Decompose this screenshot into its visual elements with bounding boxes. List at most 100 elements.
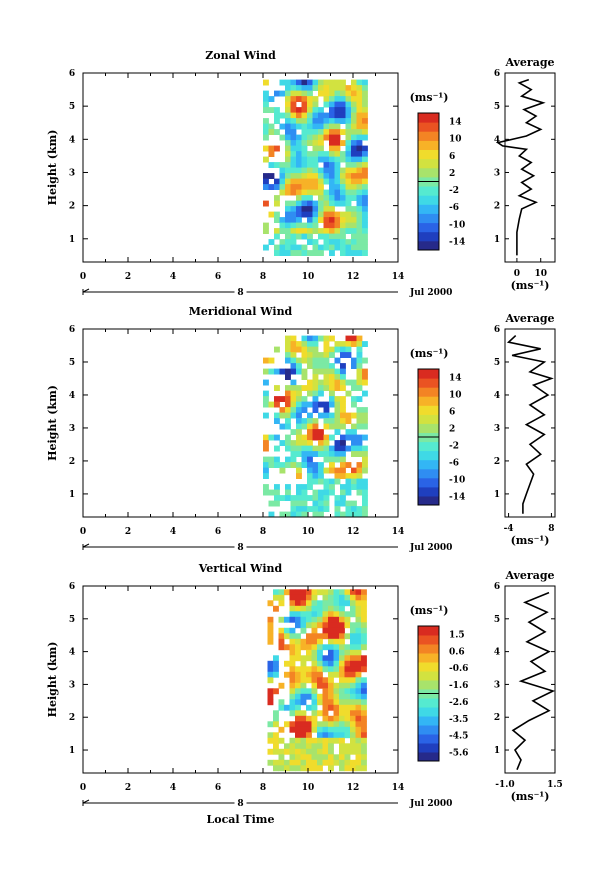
heatmap-cell — [329, 352, 335, 358]
average-title: Average — [504, 312, 554, 325]
heatmap-cell — [295, 605, 301, 612]
heatmap-cell — [323, 412, 330, 419]
heatmap-cell — [306, 759, 312, 766]
heatmap-cell — [361, 677, 367, 684]
heatmap-cell — [323, 162, 330, 168]
heatmap-cell — [361, 655, 367, 662]
heatmap-cell — [334, 385, 341, 391]
heatmap-cell — [356, 101, 363, 108]
heatmap-cell — [318, 85, 324, 91]
heatmap-cell — [274, 500, 280, 507]
colorbar-tick-label: 14 — [449, 118, 462, 128]
heatmap-cell — [290, 189, 297, 196]
heatmap-cell — [317, 655, 323, 662]
heatmap-cell — [278, 644, 285, 651]
heatmap-cell — [307, 107, 313, 113]
heatmap-cell — [329, 396, 335, 402]
heatmap-cell — [317, 666, 323, 673]
heatmap-cell — [350, 704, 356, 711]
date-axis-arrow — [82, 288, 90, 293]
heatmap-cell — [334, 107, 341, 113]
heatmap-cell — [318, 489, 324, 496]
heatmap-cell — [307, 434, 313, 441]
heatmap-cell — [322, 715, 329, 722]
heatmap-cell — [263, 222, 269, 229]
heatmap-cell — [351, 478, 357, 485]
heatmap-cell — [356, 484, 363, 490]
heatmap-cell — [285, 96, 291, 102]
heatmap-cell — [362, 484, 368, 490]
heatmap-cell — [285, 90, 291, 97]
x-tick-label: 14 — [392, 527, 405, 537]
heatmap-cell — [345, 473, 352, 479]
heatmap-cell — [344, 732, 351, 739]
heatmap-cell — [355, 721, 362, 728]
heatmap-cell — [339, 655, 345, 662]
colorbar-swatch — [418, 680, 439, 690]
heatmap-cell — [361, 737, 367, 744]
heatmap-cell — [284, 721, 290, 728]
heatmap-cell — [318, 506, 324, 512]
heatmap-cell — [307, 228, 313, 234]
heatmap-cell — [289, 726, 296, 733]
heatmap-cell — [268, 456, 275, 463]
heatmap-cell — [362, 451, 368, 457]
heatmap-cell — [311, 660, 318, 667]
heatmap-cell — [296, 390, 302, 397]
heatmap-cell — [356, 167, 363, 174]
heatmap-cell — [295, 622, 301, 629]
heatmap-cell — [317, 737, 323, 744]
heatmap-cell — [333, 616, 340, 623]
heatmap-cell — [340, 467, 346, 474]
average-x-tick-label: -4 — [504, 524, 514, 534]
heatmap-cell — [278, 616, 285, 623]
heatmap-cell — [340, 352, 346, 358]
heatmap-cell — [296, 473, 302, 479]
heatmap-cell — [345, 184, 352, 190]
heatmap-cell — [267, 699, 274, 706]
heatmap-cell — [356, 206, 363, 212]
heatmap-cell — [323, 101, 330, 108]
heatmap-cell — [351, 173, 357, 179]
heatmap-cell — [318, 379, 324, 386]
heatmap-cell — [355, 677, 362, 684]
heatmap-cell — [279, 495, 286, 501]
heatmap-cell — [345, 162, 352, 168]
heatmap-cell — [296, 511, 302, 518]
heatmap-cell — [318, 79, 324, 86]
heatmap-cell — [311, 600, 318, 607]
heatmap-cell — [300, 638, 307, 645]
heatmap-cell — [289, 721, 296, 728]
heatmap-cell — [329, 385, 335, 391]
heatmap-cell — [296, 401, 302, 408]
heatmap-cell — [333, 732, 340, 739]
heatmap-cell — [285, 401, 291, 408]
average-x-tick-label: 8 — [548, 524, 554, 534]
heatmap-cell — [334, 178, 341, 185]
heatmap-cell — [295, 765, 301, 772]
heatmap-cell — [323, 167, 330, 174]
heatmap-cell — [290, 129, 297, 135]
heatmap-cell — [307, 357, 313, 364]
heatmap-cell — [290, 244, 297, 251]
heatmap-cell — [344, 660, 351, 667]
heatmap-cell — [318, 134, 324, 141]
heatmap-cell — [301, 173, 308, 179]
heatmap-cell — [345, 429, 352, 435]
heatmap-cell — [362, 184, 368, 190]
heatmap-cell — [311, 710, 318, 717]
heatmap-cell — [351, 440, 357, 446]
heatmap-cell — [340, 151, 346, 157]
heatmap-cell — [317, 693, 323, 700]
colorbar-swatch — [418, 635, 439, 645]
heatmap-cell — [329, 462, 335, 468]
x-tick-label: 0 — [80, 783, 86, 793]
heatmap-cell — [328, 649, 334, 656]
heatmap-cell — [312, 407, 319, 413]
heatmap-cell — [312, 423, 319, 430]
heatmap-cell — [333, 622, 340, 629]
heatmap-cell — [296, 500, 302, 507]
heatmap-cell — [290, 352, 297, 358]
heatmap-cell — [339, 693, 345, 700]
heatmap-cell — [285, 145, 291, 152]
